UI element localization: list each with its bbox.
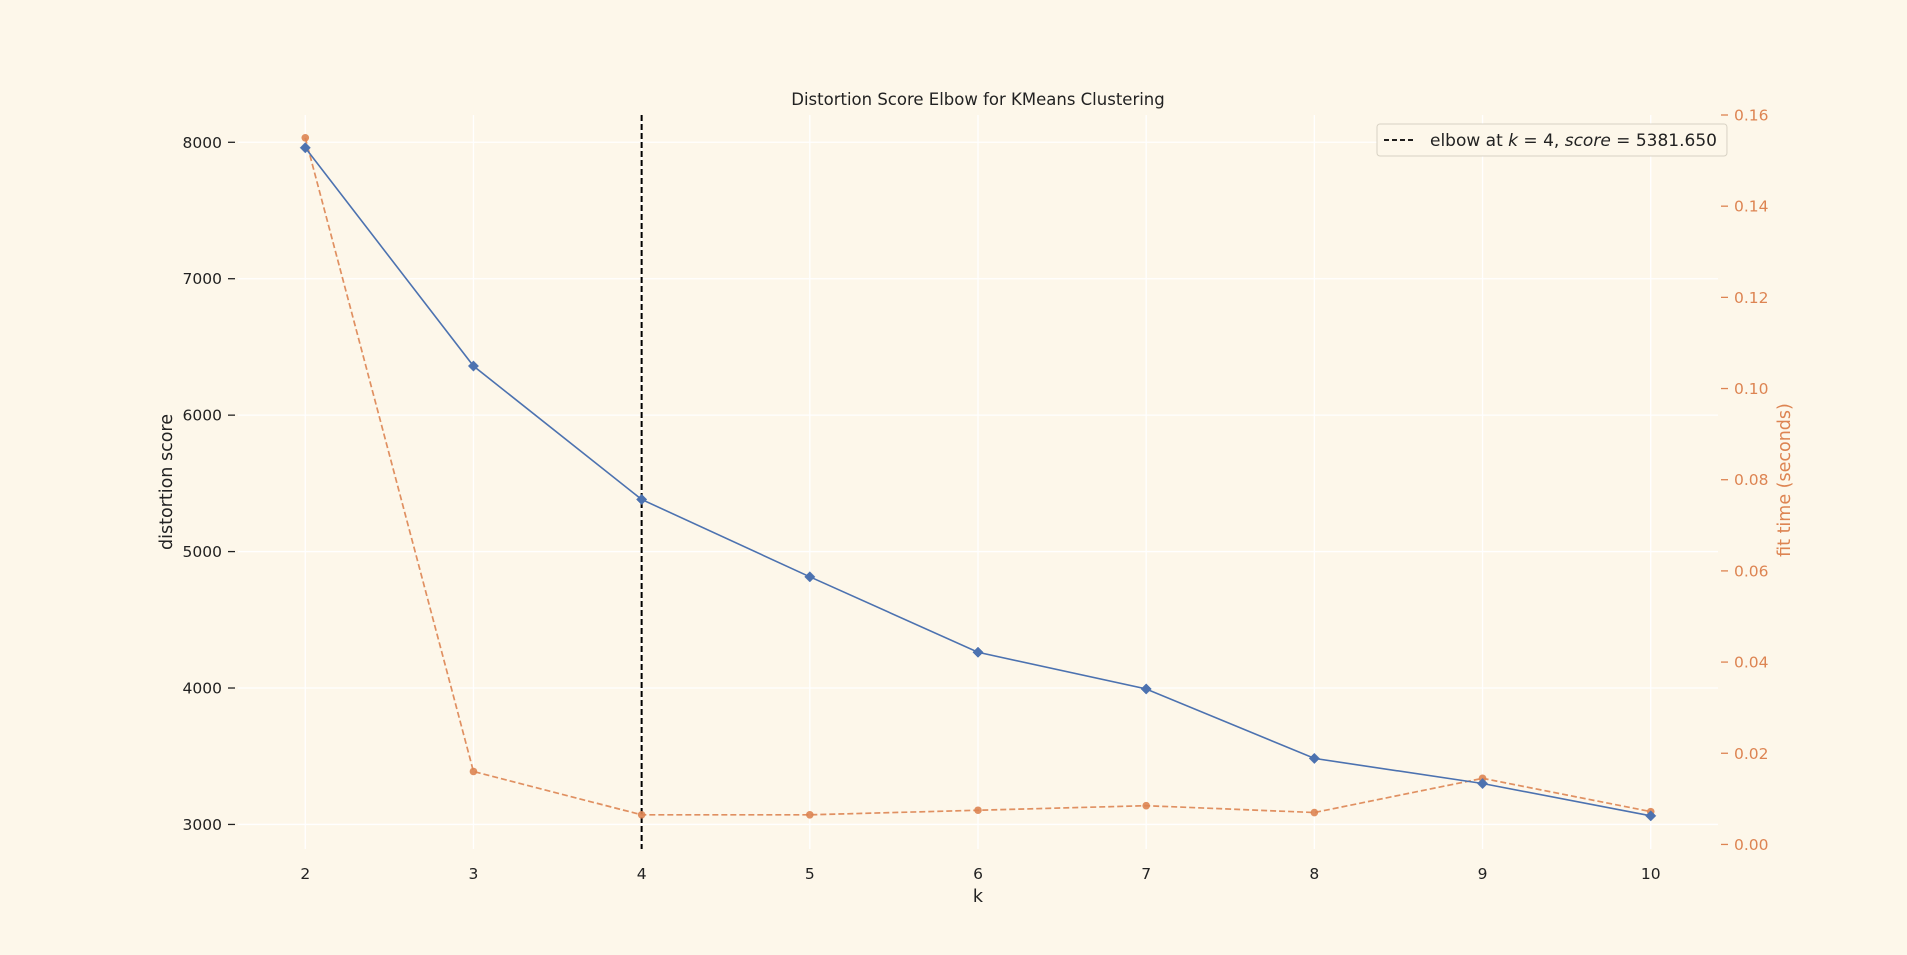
y2-tick-label: 0.06 <box>1734 562 1769 580</box>
series-layer <box>299 133 1657 822</box>
y2-tick-label: 0.12 <box>1734 289 1769 307</box>
axis-ticks: 2 3 4 5 6 7 8 9 10 3000 4000 5000 6000 7000 8000 0.00 0.… <box>183 107 1769 884</box>
y-tick-label: 4000 <box>183 680 222 698</box>
y-tick-label: 3000 <box>183 816 222 834</box>
x-tick-label: 7 <box>1141 865 1151 883</box>
fit_time-point <box>637 811 646 819</box>
grid <box>238 115 1718 849</box>
distortion-point <box>1140 683 1152 695</box>
distortion-point <box>804 571 816 583</box>
distortion-point <box>467 360 480 372</box>
x-tick-label: 4 <box>637 865 647 883</box>
y2-tick-label: 0.10 <box>1734 380 1769 398</box>
legend-score-value: = 5381.650 <box>1611 131 1717 151</box>
y-axis-label: distortion score <box>157 414 177 550</box>
fit_time-point <box>1142 801 1150 810</box>
distortion-point <box>636 493 648 506</box>
y-tick-label: 6000 <box>183 407 222 425</box>
x-tick-label: 6 <box>973 865 983 883</box>
x-tick-label: 9 <box>1478 865 1488 883</box>
distortion-point <box>1308 752 1320 764</box>
y2-tick-label: 0.14 <box>1734 198 1769 216</box>
chart-title: Distortion Score Elbow for KMeans Cluste… <box>791 90 1165 109</box>
distortion-point <box>1476 777 1489 790</box>
distortion-point <box>1645 810 1657 822</box>
fit_time-point <box>1310 808 1319 817</box>
y-tick-label: 5000 <box>183 543 222 561</box>
legend-score-symbol: score <box>1565 131 1611 151</box>
x-tick-label: 8 <box>1309 865 1319 883</box>
y2-tick-label: 0.02 <box>1734 745 1769 763</box>
fit_time-point <box>974 806 982 815</box>
y2-tick-label: 0.16 <box>1734 107 1769 125</box>
x-tick-label: 10 <box>1641 865 1661 883</box>
x-tick-label: 3 <box>469 865 479 883</box>
x-tick-label: 2 <box>300 865 310 883</box>
y-tick-label: 7000 <box>183 270 222 288</box>
legend-k-value: = 4, <box>1518 131 1565 151</box>
legend-prefix: elbow at <box>1430 131 1508 151</box>
fit_time-point <box>469 767 478 776</box>
distortion-point <box>972 646 984 658</box>
x-tick-label: 5 <box>805 865 815 883</box>
distortion-point <box>299 142 311 154</box>
y2-axis-label: fit time (seconds) <box>1775 403 1795 557</box>
y2-tick-label: 0.04 <box>1734 654 1769 672</box>
fit_time-point <box>806 811 814 819</box>
legend-elbow-label: elbow at k = 4, score = 5381.650 <box>1430 131 1717 151</box>
y2-tick-label: 0.00 <box>1734 836 1769 854</box>
y2-tick-label: 0.08 <box>1734 471 1769 489</box>
legend: elbow at k = 4, score = 5381.650 <box>1376 123 1728 157</box>
fit_time-point <box>301 133 310 142</box>
legend-box <box>1376 123 1728 157</box>
y-tick-label: 8000 <box>183 134 222 152</box>
legend-k-symbol: k <box>1508 131 1519 151</box>
x-axis-label: k <box>973 887 984 907</box>
